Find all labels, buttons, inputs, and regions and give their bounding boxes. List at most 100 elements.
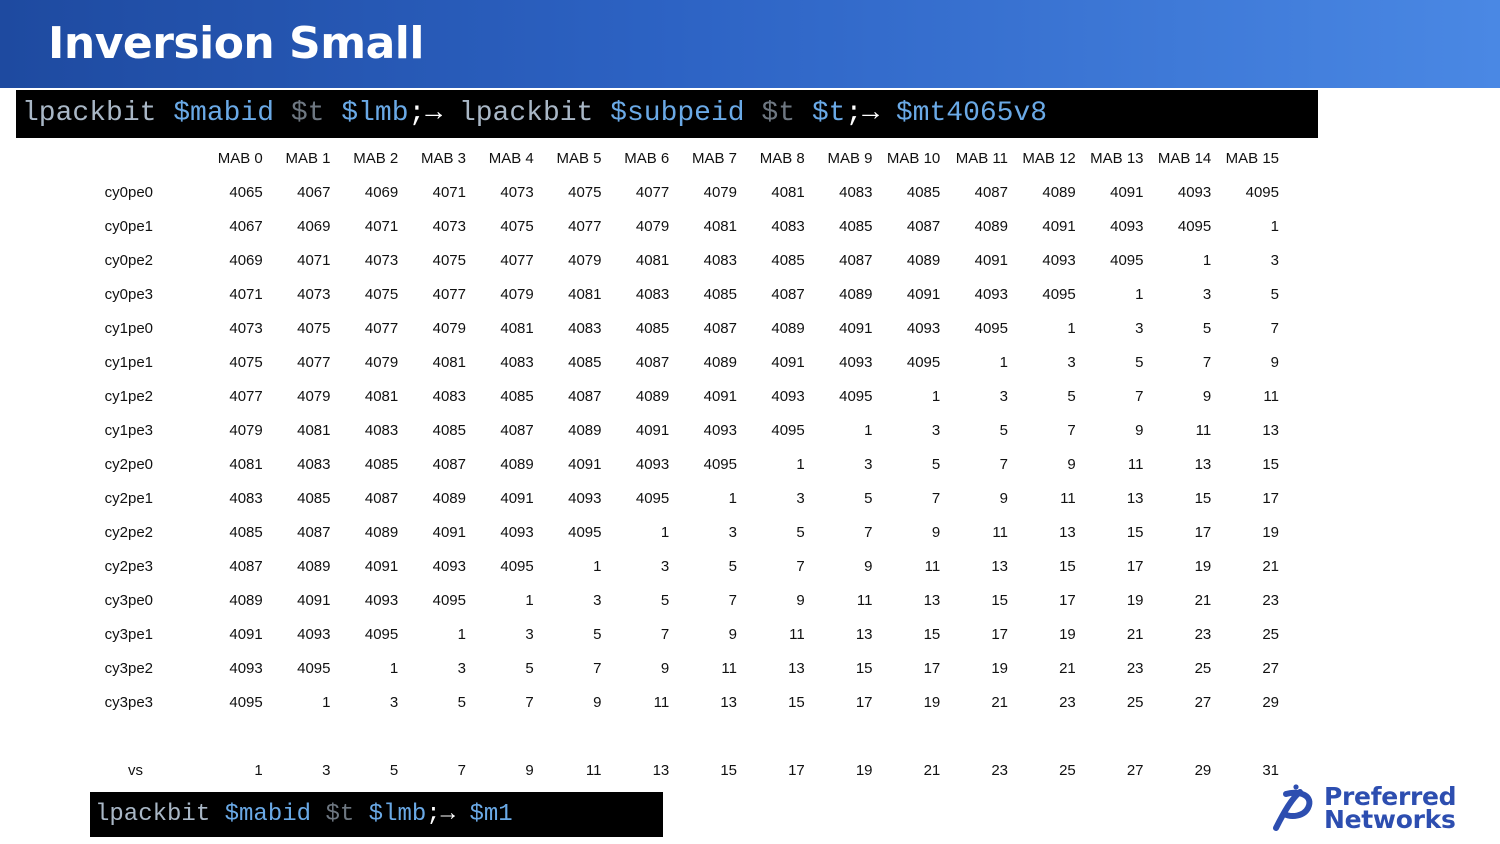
value-cell: 3 (999, 387, 1008, 405)
value-cell: 4071 (432, 183, 466, 201)
value-cell: 4087 (635, 353, 670, 371)
table-row: cy3 pe3 4095 1 3 5 7 9 11 13 15 17 19 21 23 25 27 29 (16, 685, 1279, 719)
value-cell: 4071 (364, 217, 399, 235)
value-cell: 4075 (297, 319, 331, 337)
value-cell: 1 (728, 489, 737, 507)
value-cell: 4095 (432, 591, 466, 609)
cycle-cell: cy0 (104, 251, 128, 269)
value-cell: 4085 (839, 217, 873, 235)
value-cell: 5 (864, 489, 873, 507)
code-token-space (156, 98, 173, 129)
value-cell: 4095 (635, 489, 670, 507)
value-cell: 5 (593, 625, 602, 643)
value-cell: 7 (864, 523, 873, 541)
column-header: MAB 9 (827, 149, 873, 167)
value-cell: 4083 (839, 183, 873, 201)
code-token-space (324, 98, 341, 129)
column-header: MAB 5 (556, 149, 602, 167)
spacer-row (16, 719, 1279, 753)
value-cell: 25 (1126, 693, 1144, 711)
code-token-cmd: lpackbit (458, 98, 594, 129)
value-cell: 17 (1194, 523, 1212, 541)
code-token-space (210, 801, 224, 828)
value-cell: 4077 (364, 319, 399, 337)
value-cell: 4075 (432, 251, 466, 269)
value-cell: 4089 (432, 489, 466, 507)
vs-value-cell: 29 (1194, 761, 1212, 779)
value-cell: 17 (991, 625, 1008, 643)
value-cell: 5 (796, 523, 805, 541)
table-row: cy2 pe0 4081 4083 4085 4087 4089 4091 4093 4095 1 3… (16, 447, 1279, 481)
value-cell: 4085 (568, 353, 602, 371)
value-cell: 1 (999, 353, 1008, 371)
value-cell: 4079 (500, 285, 534, 303)
value-cell: 4075 (229, 353, 263, 371)
value-cell: 4087 (432, 455, 466, 473)
value-cell: 21 (1059, 659, 1076, 677)
value-cell: 4081 (229, 455, 263, 473)
value-cell: 15 (788, 693, 805, 711)
column-header: MAB 13 (1090, 149, 1144, 167)
column-header: MAB 12 (1022, 149, 1076, 167)
pe-cell: pe2 (128, 659, 154, 677)
column-header: MAB 6 (624, 149, 670, 167)
value-cell: 5 (999, 421, 1008, 439)
value-cell: 17 (923, 659, 941, 677)
value-cell: 4083 (568, 319, 602, 337)
value-cell: 4079 (364, 353, 399, 371)
value-cell: 4083 (771, 217, 805, 235)
title-bar: Inversion Small (0, 0, 1500, 88)
column-header: MAB 3 (420, 149, 466, 167)
value-cell: 9 (593, 693, 602, 711)
value-cell: 4071 (229, 285, 263, 303)
value-cell: 3 (1135, 319, 1144, 337)
header-blank-cy (16, 141, 128, 175)
value-cell: 19 (1262, 523, 1279, 541)
pe-cell: pe1 (128, 353, 154, 371)
value-cell: 4087 (568, 387, 602, 405)
vs-value-cell: 11 (585, 761, 602, 779)
value-cell: 23 (1194, 625, 1212, 643)
value-cell: 4095 (568, 523, 602, 541)
value-cell: 4095 (500, 557, 534, 575)
value-cell: 4091 (771, 353, 805, 371)
value-cell: 15 (1059, 557, 1076, 575)
value-cell: 4091 (703, 387, 737, 405)
value-cell: 9 (864, 557, 873, 575)
value-cell: 19 (1059, 625, 1076, 643)
value-cell: 4093 (229, 659, 263, 677)
value-cell: 4075 (568, 183, 602, 201)
value-cell: 13 (923, 591, 941, 609)
vs-label: vs (128, 761, 143, 779)
code-token-space (311, 801, 325, 828)
value-cell: 4089 (703, 353, 737, 371)
value-cell: 1 (660, 523, 670, 541)
value-cell: 13 (1262, 421, 1279, 439)
value-cell: 7 (796, 557, 805, 575)
value-cell: 19 (1126, 591, 1144, 609)
value-cell: 4095 (1177, 217, 1212, 235)
value-cell: 4091 (568, 455, 602, 473)
value-cell: 29 (1262, 693, 1279, 711)
vs-value-cell: 3 (322, 761, 331, 779)
value-cell: 1 (389, 659, 399, 677)
cycle-cell: cy2 (104, 489, 128, 507)
value-cell: 3 (796, 489, 805, 507)
value-cell: 4073 (500, 183, 534, 201)
value-cell: 4089 (568, 421, 602, 439)
value-cell: 1 (1270, 217, 1279, 235)
value-cell: 4091 (974, 251, 1008, 269)
value-cell: 1 (796, 455, 805, 473)
logo-line-2: Networks (1324, 805, 1456, 834)
column-header: MAB 1 (285, 149, 331, 167)
value-cell: 4085 (771, 251, 805, 269)
table-row: cy3 pe0 4089 4091 4093 4095 1 3 5 7 9 11 13 15 17 19 21 2… (16, 583, 1279, 617)
value-cell: 4091 (229, 625, 263, 643)
value-cell: 13 (1194, 455, 1212, 473)
value-cell: 4075 (364, 285, 399, 303)
value-cell: 19 (991, 659, 1008, 677)
code-token-space (442, 98, 459, 129)
vs-value-cell: 13 (652, 761, 670, 779)
value-cell: 11 (1263, 387, 1279, 405)
value-cell: 4077 (229, 387, 263, 405)
